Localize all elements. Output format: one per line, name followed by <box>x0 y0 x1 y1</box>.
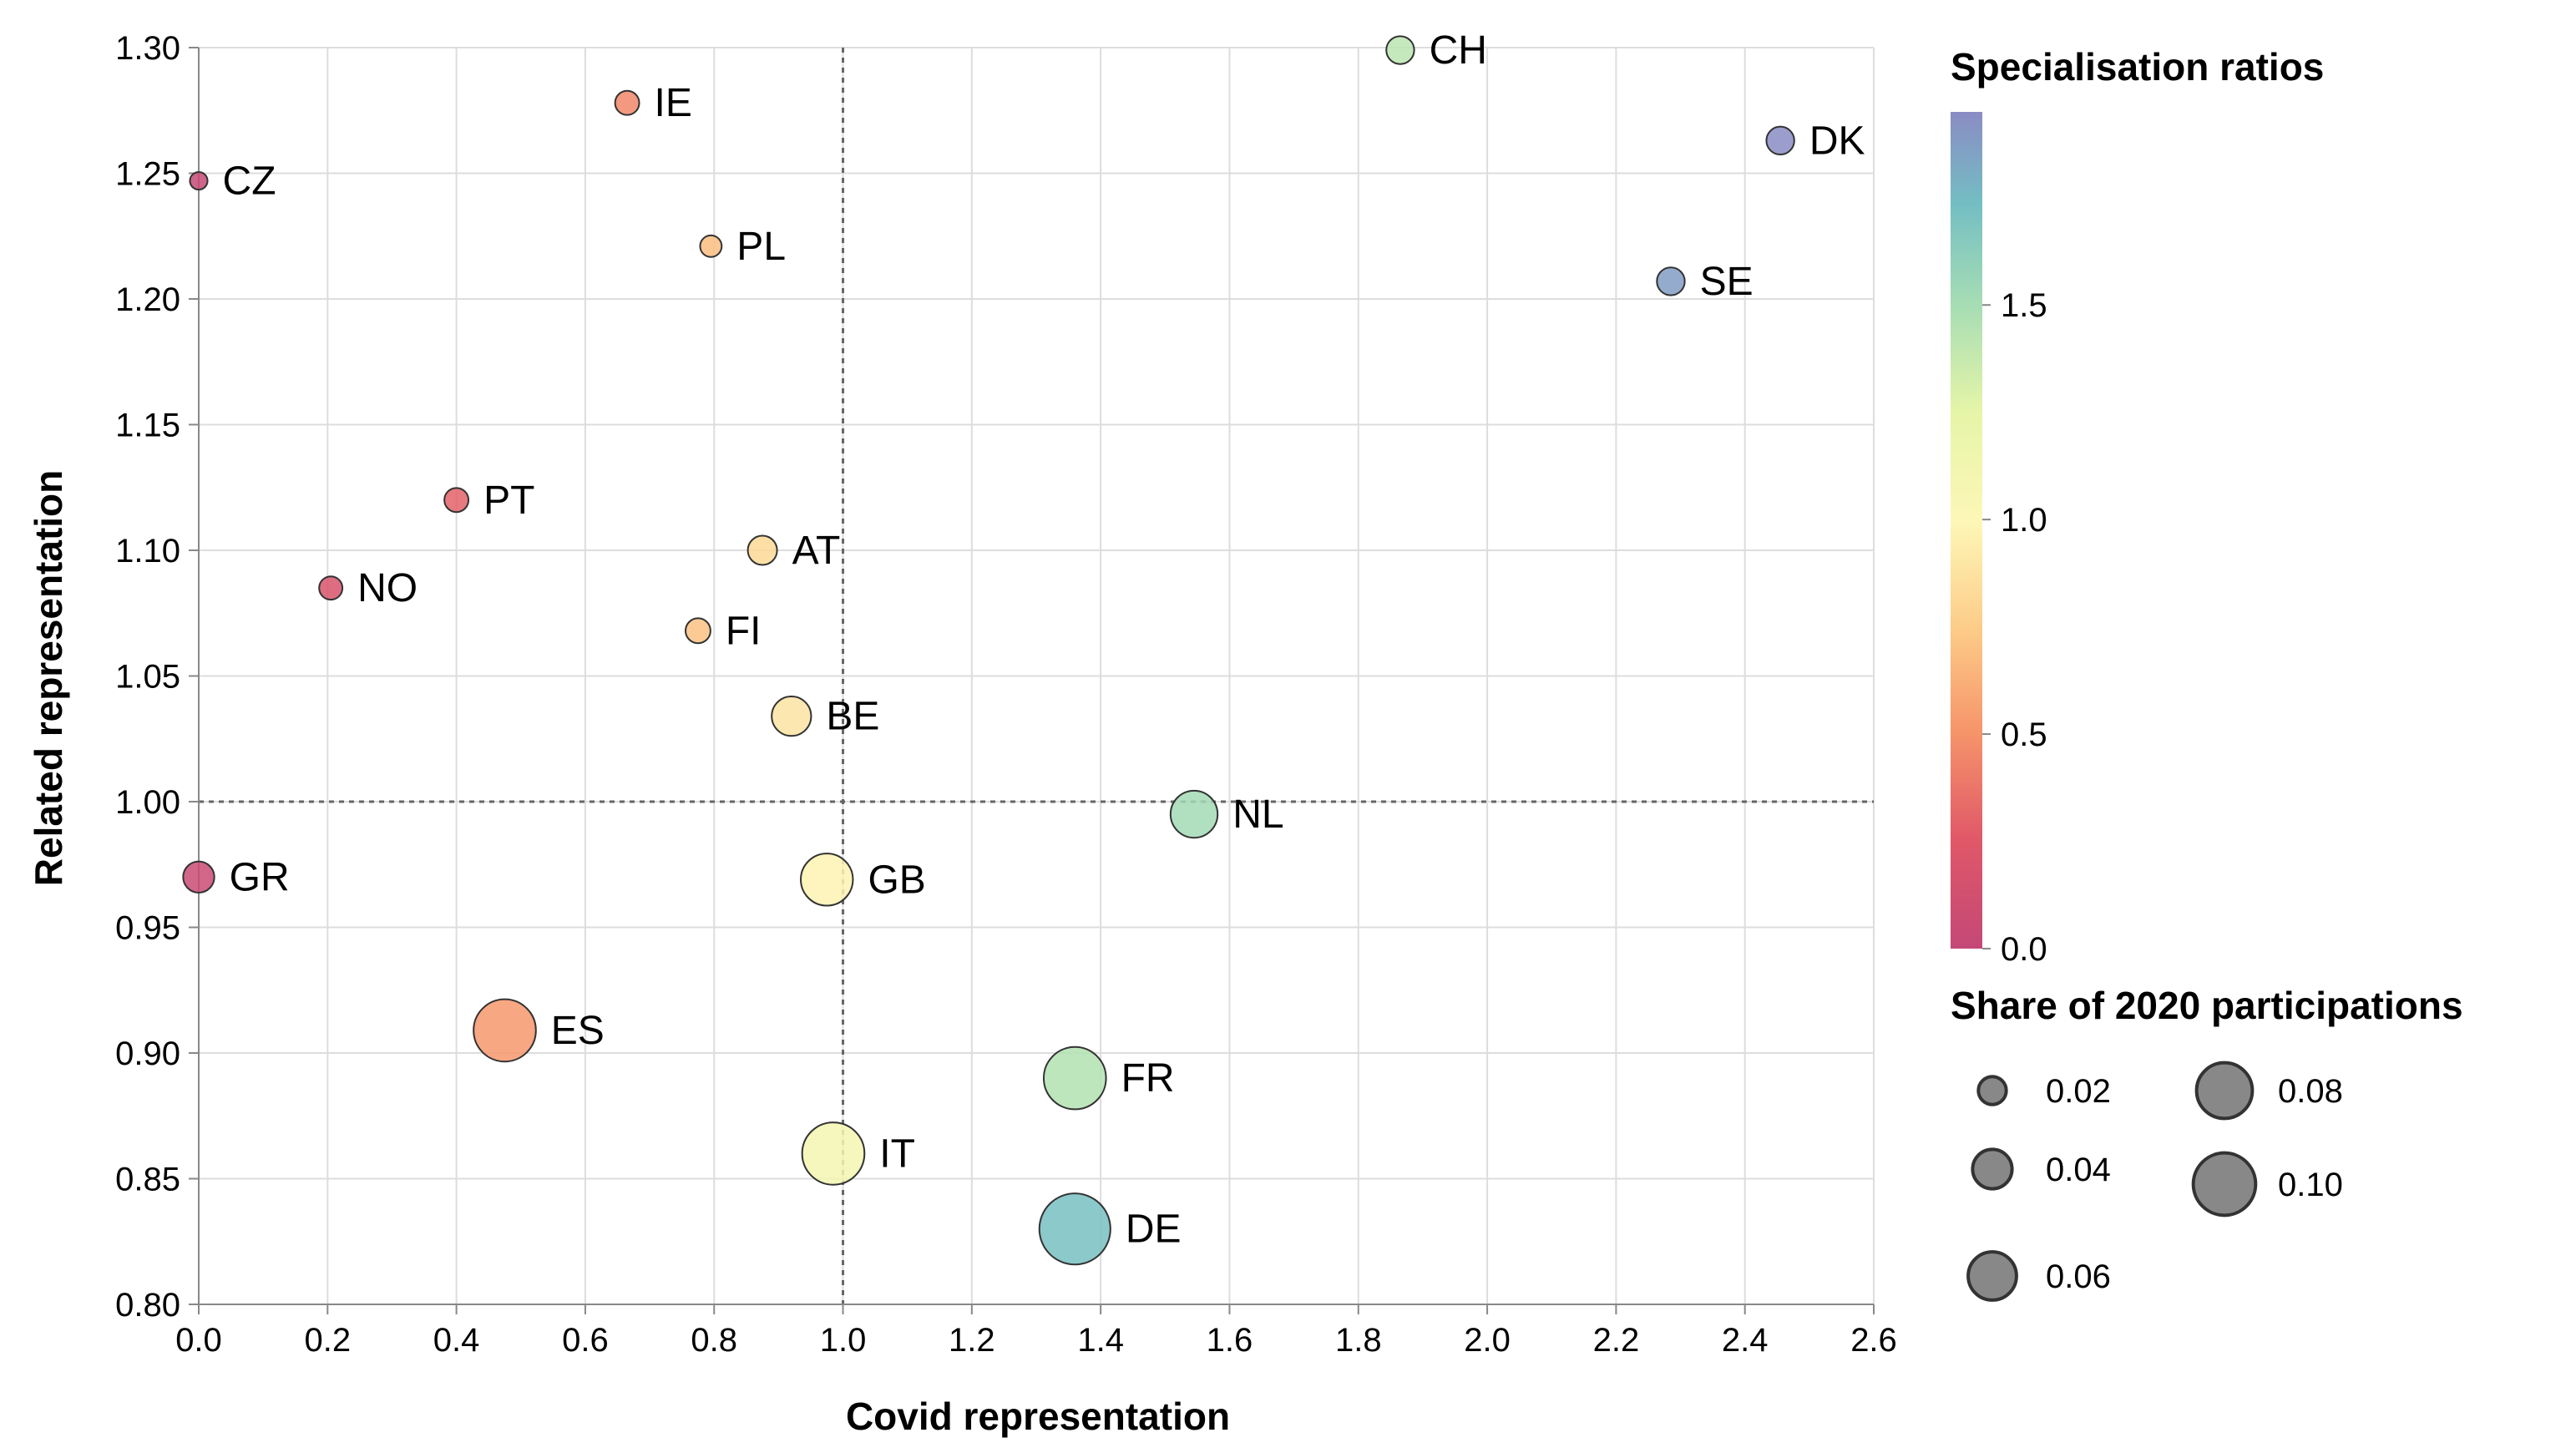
x-tick-label: 1.4 <box>1077 1322 1124 1359</box>
y-tick-label: 1.25 <box>115 156 180 193</box>
point-label-pl: PL <box>736 225 786 269</box>
bubble-gr <box>182 860 215 894</box>
y-tick-label: 1.20 <box>115 281 180 318</box>
y-tick-label: 1.10 <box>115 533 180 570</box>
y-tick-label: 0.85 <box>115 1162 180 1198</box>
y-tick-label: 1.00 <box>115 784 180 821</box>
bubble-be <box>771 696 812 737</box>
reference-lines <box>199 48 1874 1304</box>
bubble-gb <box>800 853 854 907</box>
bubble-pl <box>699 234 723 258</box>
bubble-dk <box>1765 125 1795 156</box>
point-label-ie: IE <box>655 81 692 125</box>
bubble-fr <box>1042 1045 1107 1111</box>
point-label-it: IT <box>879 1132 915 1176</box>
x-tick-label: 0.8 <box>691 1322 737 1359</box>
size-legend-circle <box>1966 1250 2018 1302</box>
y-tick-label: 1.05 <box>115 659 180 696</box>
x-tick-label: 0.0 <box>175 1322 222 1359</box>
x-tick-label: 2.0 <box>1464 1322 1511 1359</box>
bubble-de <box>1038 1192 1111 1266</box>
x-tick-label: 1.6 <box>1207 1322 1253 1359</box>
size-legend-circle <box>1976 1075 2008 1106</box>
bubble-ch <box>1385 35 1415 65</box>
color-gradient-bar <box>1951 112 1982 949</box>
point-label-fi: FI <box>726 609 762 653</box>
x-tick-label: 2.6 <box>1850 1322 1897 1359</box>
bubble-nl <box>1169 789 1219 839</box>
bubble-pt <box>443 487 470 514</box>
y-tick-label: 0.80 <box>115 1287 180 1324</box>
bubble-es <box>473 998 537 1063</box>
x-tick-label: 1.0 <box>820 1322 867 1359</box>
axes: 0.0 0.2 0.4 0.6 0.8 1.0 1.2 1.4 1.6 1.8 2.0 2.2 2.4 2… <box>115 30 1897 1359</box>
point-label-gb: GB <box>868 858 925 902</box>
bubble-no <box>318 575 344 601</box>
x-tick-label: 0.4 <box>433 1322 480 1359</box>
size-legend-label: 0.06 <box>2046 1258 2111 1295</box>
point-label-de: DE <box>1126 1207 1182 1252</box>
y-tick-label: 0.95 <box>115 910 180 947</box>
color-legend-label: 0.0 <box>2001 931 2047 968</box>
point-label-fr: FR <box>1121 1056 1175 1101</box>
size-legend-circle <box>2191 1151 2258 1218</box>
y-tick-label: 0.90 <box>115 1035 180 1072</box>
y-tick-label: 1.30 <box>115 30 180 67</box>
color-legend-label: 1.0 <box>2001 502 2047 539</box>
color-legend-title: Specialisation ratios <box>1951 45 2324 89</box>
point-labels: CH IE DK CZ PL SE PT AT NO FI BE NL GR GB ES FR IT DE <box>223 28 1865 1252</box>
grid <box>199 47 1875 1304</box>
bubble-se <box>1656 266 1686 296</box>
point-label-nl: NL <box>1232 792 1283 837</box>
x-tick-label: 1.8 <box>1335 1322 1382 1359</box>
size-legend-label: 0.10 <box>2278 1167 2343 1203</box>
x-tick-label: 1.2 <box>949 1322 995 1359</box>
y-axis-title: Related representation <box>27 470 70 886</box>
data-points <box>182 35 1795 1266</box>
size-legend-label: 0.08 <box>2278 1073 2343 1110</box>
color-legend-label: 1.5 <box>2001 287 2047 324</box>
point-label-no: NO <box>357 566 418 610</box>
bubble-it <box>801 1121 866 1186</box>
size-legend-circle <box>2194 1061 2255 1121</box>
bubble-cz <box>189 170 209 191</box>
x-tick-label: 2.2 <box>1593 1322 1640 1359</box>
x-axis-title: Covid representation <box>846 1395 1230 1438</box>
x-tick-label: 0.2 <box>305 1322 352 1359</box>
point-label-ch: CH <box>1430 28 1487 73</box>
bubble-at <box>746 534 778 566</box>
point-label-dk: DK <box>1809 119 1865 163</box>
legend: Specialisation ratios 0.0 0.5 1.0 1.5 Share… <box>1951 45 2463 1302</box>
point-label-gr: GR <box>230 855 290 899</box>
point-label-cz: CZ <box>223 159 276 204</box>
size-legend-circle <box>1971 1147 2014 1191</box>
x-tick-label: 0.6 <box>562 1322 609 1359</box>
y-tick-label: 1.15 <box>115 408 180 444</box>
point-label-es: ES <box>551 1009 605 1053</box>
point-label-pt: PT <box>483 478 534 523</box>
size-legend-label: 0.02 <box>2046 1073 2111 1110</box>
color-legend-label: 0.5 <box>2001 716 2047 753</box>
point-label-se: SE <box>1700 260 1754 304</box>
size-legend-label: 0.04 <box>2046 1152 2111 1188</box>
point-label-be: BE <box>826 695 879 739</box>
x-tick-label: 2.4 <box>1722 1322 1769 1359</box>
size-legend-title: Share of 2020 participations <box>1951 984 2463 1027</box>
bubble-fi <box>685 617 711 645</box>
point-label-at: AT <box>792 529 841 573</box>
bubble-ie <box>614 89 640 116</box>
